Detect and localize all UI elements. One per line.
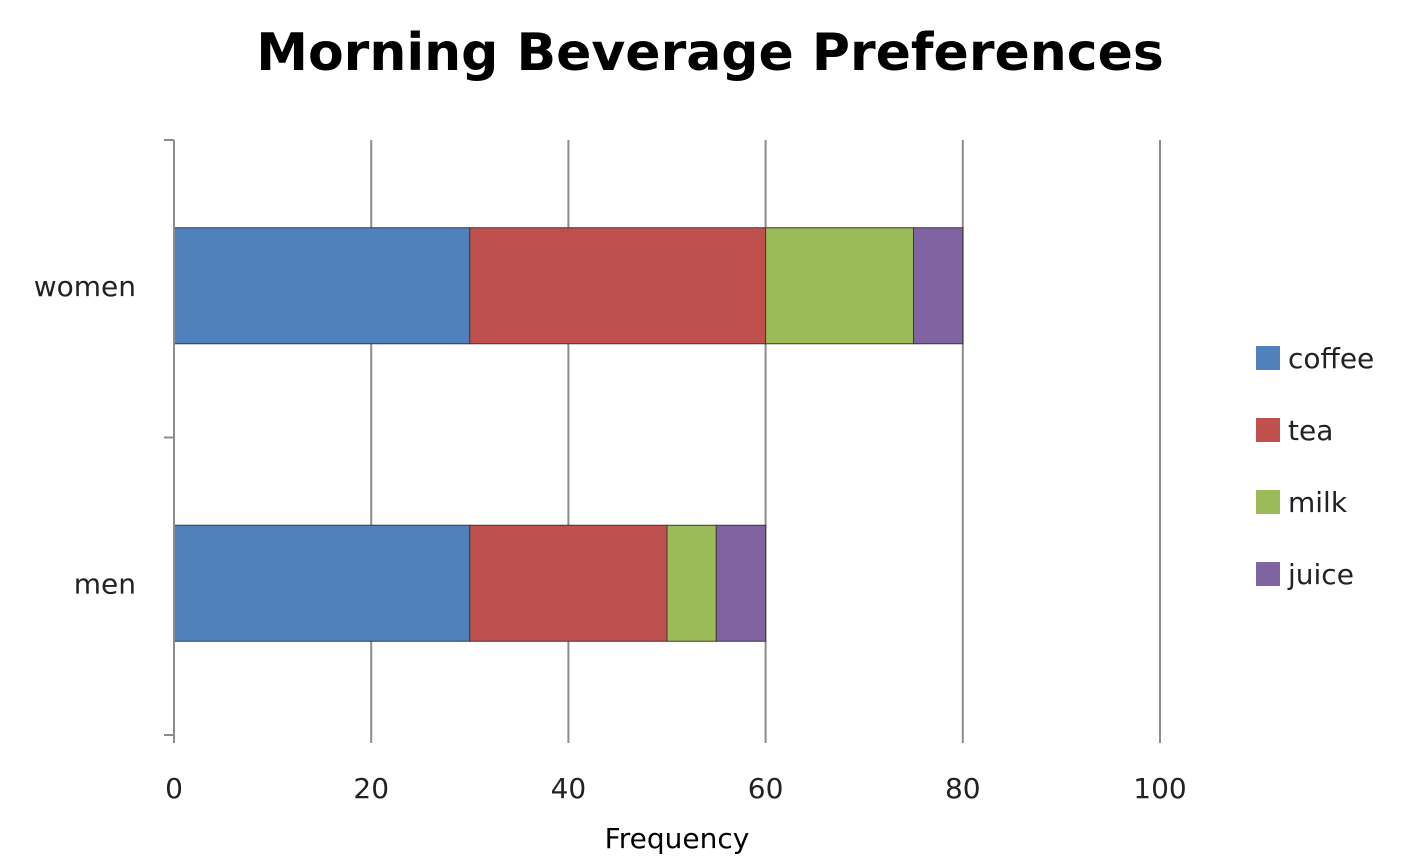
x-axis-title: Frequency [605, 822, 750, 855]
axes [164, 139, 1161, 743]
bar-men-tea [469, 524, 668, 642]
bar-men-coffee [173, 524, 471, 642]
x-tick-label-100: 100 [1133, 772, 1186, 805]
bar-women-juice [913, 227, 964, 345]
x-tick-label-0: 0 [165, 772, 183, 805]
bar-women-tea [469, 227, 767, 345]
axis-labels: 0 20 40 60 80 100 women men [34, 270, 1187, 805]
legend-swatch-milk [1256, 490, 1280, 514]
y-category-label-men: men [74, 567, 136, 600]
legend-swatch-juice [1256, 562, 1280, 586]
x-tick-label-40: 40 [551, 772, 587, 805]
bar-women-coffee [173, 227, 471, 345]
bar-men-milk [666, 524, 717, 642]
legend: coffee tea milk juice [1256, 342, 1374, 591]
bar-men-juice [715, 524, 767, 642]
x-tick-label-80: 80 [945, 772, 981, 805]
bar-women-milk [765, 227, 914, 345]
legend-swatch-coffee [1256, 346, 1280, 370]
legend-label-milk: milk [1288, 486, 1348, 519]
legend-label-juice: juice [1287, 558, 1354, 591]
x-tick-label-60: 60 [748, 772, 784, 805]
legend-label-tea: tea [1288, 414, 1333, 447]
x-tick-label-20: 20 [353, 772, 389, 805]
y-category-label-women: women [34, 270, 136, 303]
legend-swatch-tea [1256, 418, 1280, 442]
bars [173, 227, 964, 642]
chart-title: Morning Beverage Preferences [256, 23, 1164, 83]
legend-label-coffee: coffee [1288, 342, 1374, 375]
